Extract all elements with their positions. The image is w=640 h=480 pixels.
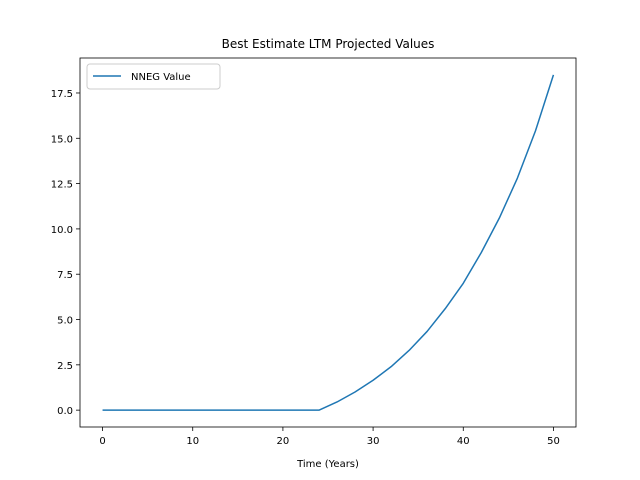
y-tick-label-4: 10.0 (51, 225, 73, 236)
y-tick-label-0: 0.0 (57, 406, 73, 417)
x-tick-label-5: 50 (547, 436, 560, 447)
axes-frame (79, 57, 577, 428)
series-line-0 (102, 74, 555, 411)
x-axis-title: Time (Years) (296, 459, 359, 470)
legend: NNEG Value (86, 63, 221, 90)
y-tick-label-1: 2.5 (57, 361, 73, 372)
y-tick-label-5: 12.5 (51, 180, 73, 191)
legend-box (86, 63, 221, 90)
x-tick-label-1: 10 (186, 436, 199, 447)
chart-title: Best Estimate LTM Projected Values (222, 37, 435, 51)
y-tick-label-6: 15.0 (51, 134, 73, 145)
x-tick-label-4: 40 (457, 436, 470, 447)
x-tick-label-0: 0 (99, 436, 105, 447)
y-tick-label-7: 17.5 (51, 89, 73, 100)
x-tick-label-2: 20 (277, 436, 290, 447)
x-tick-label-3: 30 (367, 436, 380, 447)
y-tick-label-3: 7.5 (57, 270, 73, 281)
y-tick-label-2: 5.0 (57, 316, 73, 327)
legend-label-nneg-value: NNEG Value (131, 72, 191, 83)
plot-area: 0 10 20 30 40 50 0.0 2.5 5.0 7.5 10.0 12.5 15.0 17.5 (51, 57, 577, 447)
